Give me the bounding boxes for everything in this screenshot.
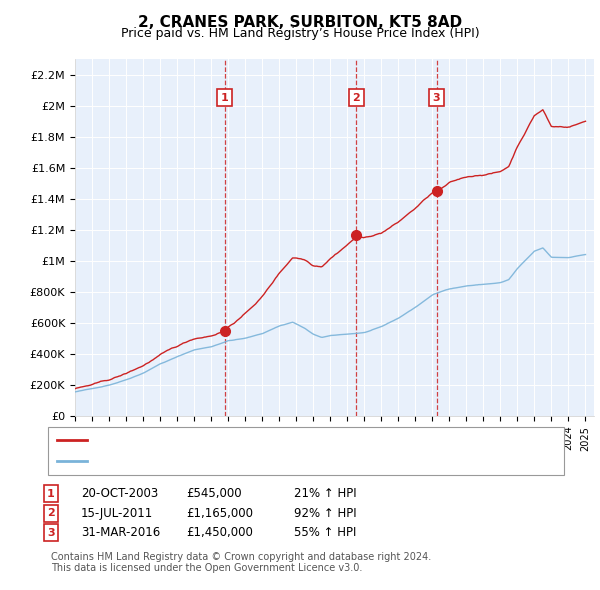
Text: £1,165,000: £1,165,000	[186, 507, 253, 520]
Text: 1: 1	[47, 489, 55, 499]
Text: 2: 2	[353, 93, 361, 103]
Text: 1: 1	[221, 93, 229, 103]
Text: 15-JUL-2011: 15-JUL-2011	[81, 507, 153, 520]
Text: 92% ↑ HPI: 92% ↑ HPI	[294, 507, 356, 520]
Text: £1,450,000: £1,450,000	[186, 526, 253, 539]
Text: HPI: Average price, detached house, Kingston upon Thames: HPI: Average price, detached house, King…	[91, 457, 425, 467]
Text: £545,000: £545,000	[186, 487, 242, 500]
Text: 31-MAR-2016: 31-MAR-2016	[81, 526, 160, 539]
Text: 2: 2	[47, 509, 55, 518]
Text: This data is licensed under the Open Government Licence v3.0.: This data is licensed under the Open Gov…	[51, 563, 362, 573]
Text: 3: 3	[47, 528, 55, 537]
Text: 2, CRANES PARK, SURBITON, KT5 8AD (detached house): 2, CRANES PARK, SURBITON, KT5 8AD (detac…	[91, 435, 403, 445]
Text: 55% ↑ HPI: 55% ↑ HPI	[294, 526, 356, 539]
Text: 3: 3	[433, 93, 440, 103]
Text: 21% ↑ HPI: 21% ↑ HPI	[294, 487, 356, 500]
Text: 20-OCT-2003: 20-OCT-2003	[81, 487, 158, 500]
Text: Contains HM Land Registry data © Crown copyright and database right 2024.: Contains HM Land Registry data © Crown c…	[51, 552, 431, 562]
Text: 2, CRANES PARK, SURBITON, KT5 8AD: 2, CRANES PARK, SURBITON, KT5 8AD	[138, 15, 462, 30]
Text: Price paid vs. HM Land Registry’s House Price Index (HPI): Price paid vs. HM Land Registry’s House …	[121, 27, 479, 40]
